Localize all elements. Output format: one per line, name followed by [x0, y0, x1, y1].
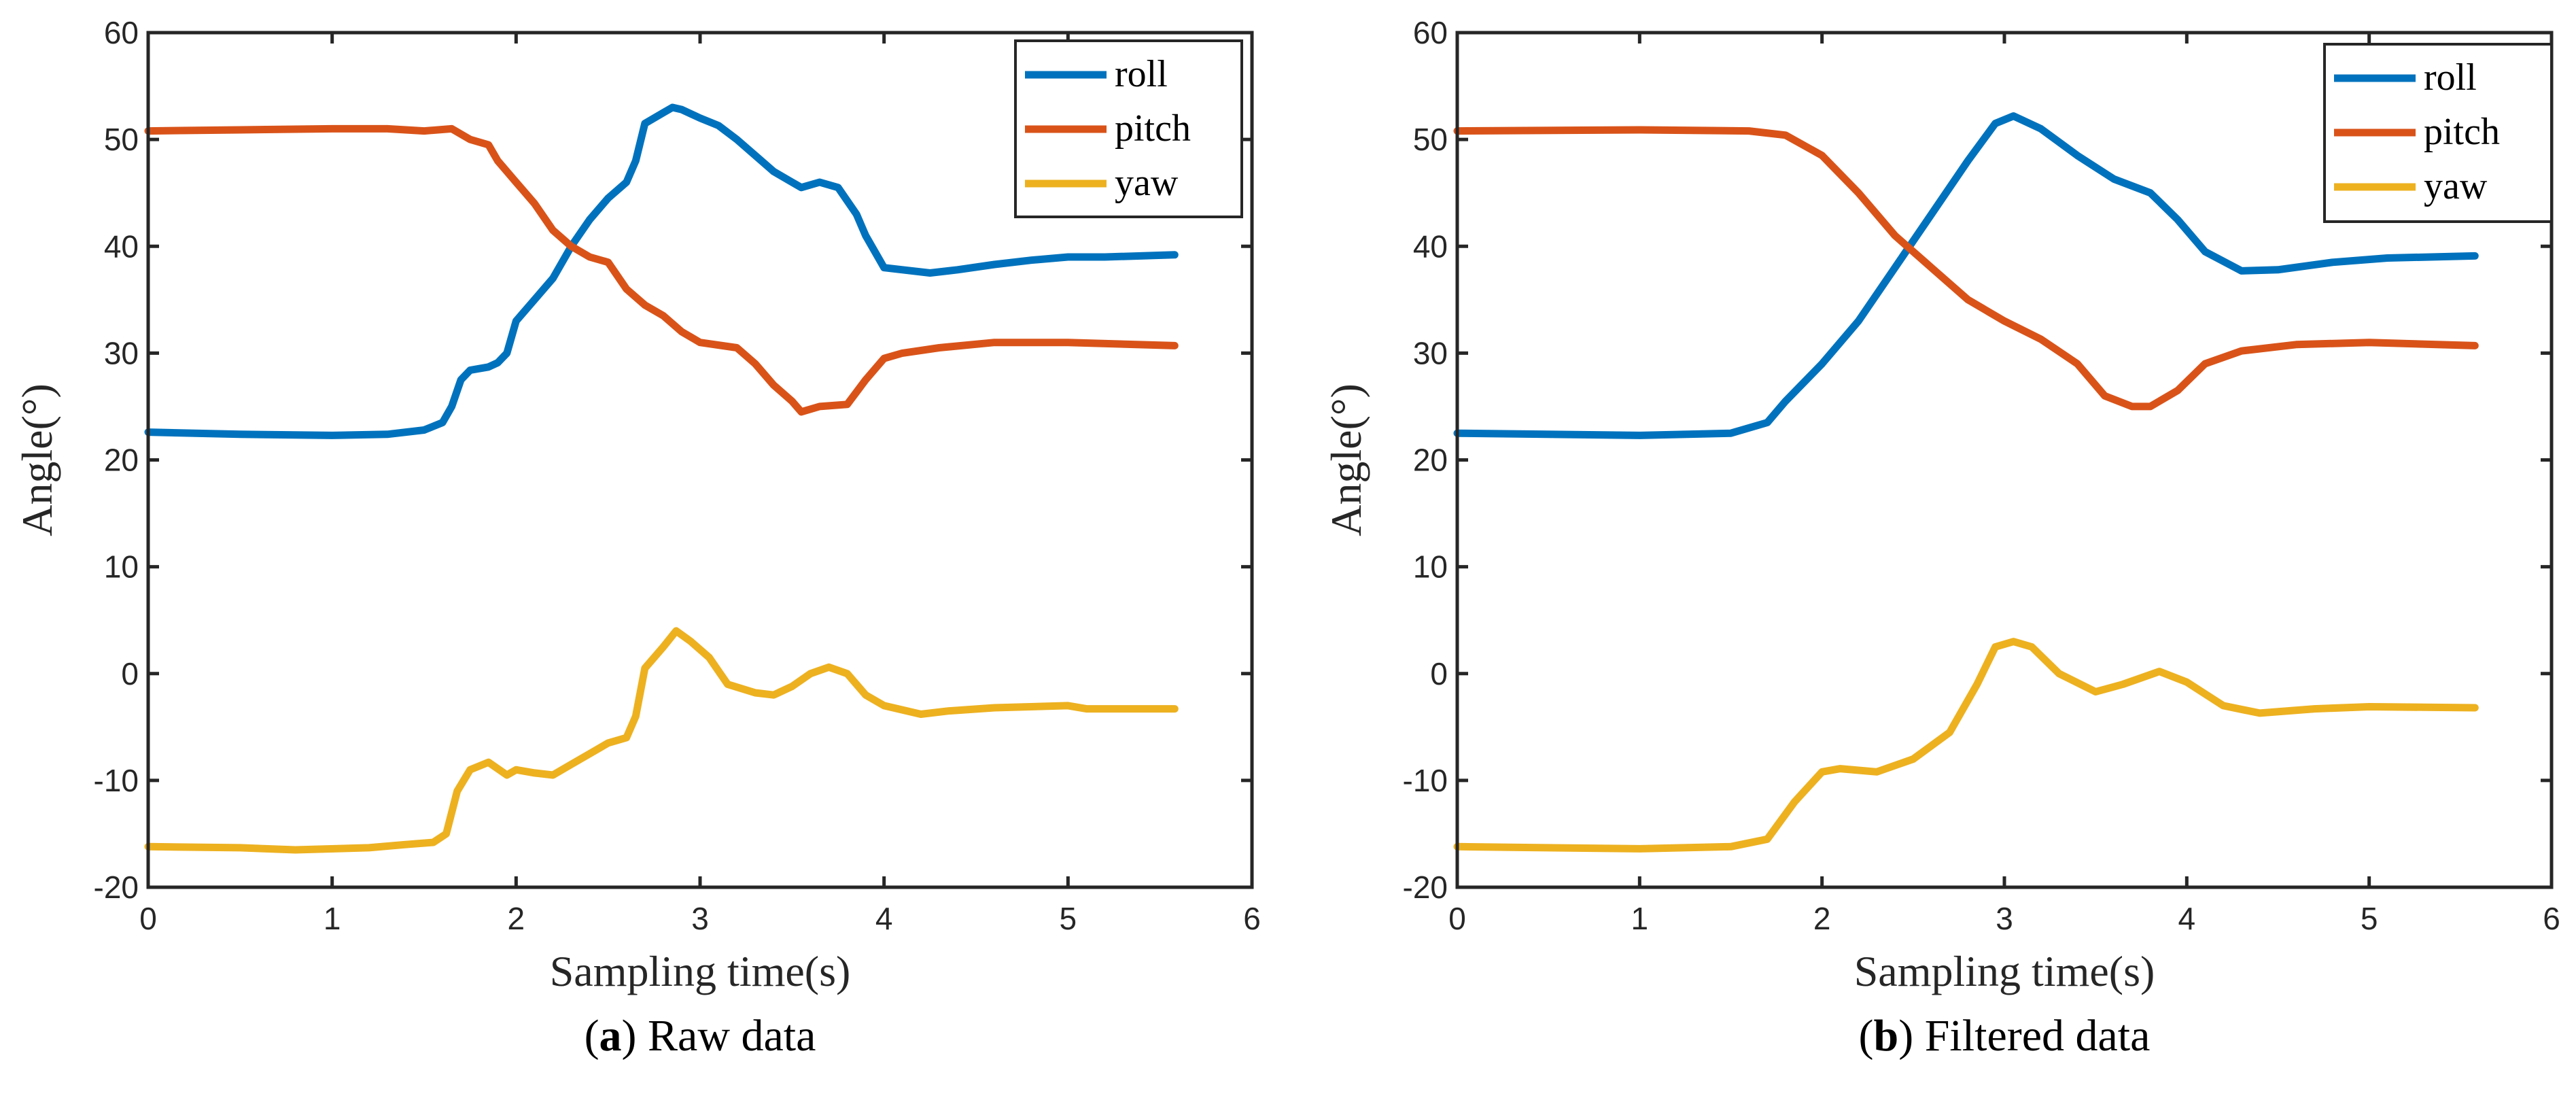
legend-label-roll: roll: [1115, 53, 1168, 95]
x-tick-label: 6: [1243, 901, 1261, 936]
y-tick-label: 60: [1413, 15, 1448, 50]
x-tick-label: 4: [875, 901, 893, 936]
y-tick-label: -20: [1403, 870, 1448, 905]
x-tick-label: 5: [2361, 901, 2378, 936]
legend-box: [1014, 39, 1243, 218]
y-tick-label: 50: [104, 122, 139, 157]
caption: (b) Filtered data: [1859, 1011, 2151, 1061]
x-axis-label: Sampling time(s): [550, 947, 851, 995]
y-tick-label: 20: [1413, 443, 1448, 478]
series-pitch: [1453, 126, 2479, 411]
caption-text: ) Filtered data: [1898, 1011, 2150, 1061]
x-tick-label: 1: [1631, 901, 1649, 936]
y-axis-label: Angle(°): [13, 383, 61, 536]
y-tick-label: 40: [1413, 228, 1448, 264]
y-tick-label: 10: [104, 549, 139, 585]
caption-letter: b: [1874, 1011, 1899, 1061]
y-tick-label: 20: [104, 443, 139, 478]
x-tick-label: 2: [508, 901, 525, 936]
x-tick-label: 3: [691, 901, 709, 936]
legend-label-pitch: pitch: [1115, 107, 1191, 150]
y-tick-label: 30: [1413, 335, 1448, 371]
y-axis-label: Angle(°): [1322, 383, 1370, 536]
caption-open: (: [1859, 1011, 1874, 1061]
chart-filtered: 0 1 2 3 4 5 6 -20 -10 0 10 20 30 40 50 60 Sampling time(…: [1322, 15, 2560, 1061]
legend-label-yaw: yaw: [1115, 162, 1179, 204]
y-tick-label: 40: [104, 228, 139, 264]
series-yaw: [144, 627, 1179, 854]
x-axis-label: Sampling time(s): [1854, 947, 2155, 995]
caption-text: ) Raw data: [622, 1011, 816, 1061]
x-tick-label: 1: [324, 901, 341, 936]
chart-raw: 0 1 2 3 4 5 6 -20 -10 0 10 20 30 40 50 60 Sampling time(…: [13, 15, 1261, 1061]
x-tick-label: 6: [2543, 901, 2560, 936]
y-tick-label: 10: [1413, 549, 1448, 585]
series-pitch: [144, 124, 1179, 416]
y-tick-label: 30: [104, 335, 139, 371]
x-tick-label: 0: [139, 901, 157, 936]
x-tick-label: 4: [2178, 901, 2196, 936]
y-tick-label: -10: [1403, 763, 1448, 798]
legend: roll pitch yaw: [2323, 43, 2553, 223]
x-tick-label: 2: [1813, 901, 1831, 936]
y-tick-label: -20: [94, 870, 139, 905]
series-roll: [1453, 112, 2479, 439]
legend-label-roll: roll: [2424, 56, 2477, 99]
series-yaw: [1453, 638, 2479, 853]
x-tick-label: 0: [1448, 901, 1466, 936]
legend: roll pitch yaw: [1014, 39, 1243, 218]
caption-letter: a: [599, 1011, 622, 1061]
caption: (a) Raw data: [585, 1011, 816, 1061]
y-tick-label: 0: [1430, 656, 1448, 691]
legend-label-yaw: yaw: [2424, 165, 2488, 207]
y-tick-label: 0: [121, 656, 139, 691]
series-roll: [144, 103, 1179, 439]
x-tick-label: 5: [1060, 901, 1077, 936]
y-tick-label: 50: [1413, 122, 1448, 157]
y-tick-label: -10: [94, 763, 139, 798]
caption-open: (: [585, 1011, 599, 1061]
legend-label-pitch: pitch: [2424, 111, 2500, 153]
x-tick-label: 3: [1996, 901, 2013, 936]
y-tick-label: 60: [104, 15, 139, 50]
